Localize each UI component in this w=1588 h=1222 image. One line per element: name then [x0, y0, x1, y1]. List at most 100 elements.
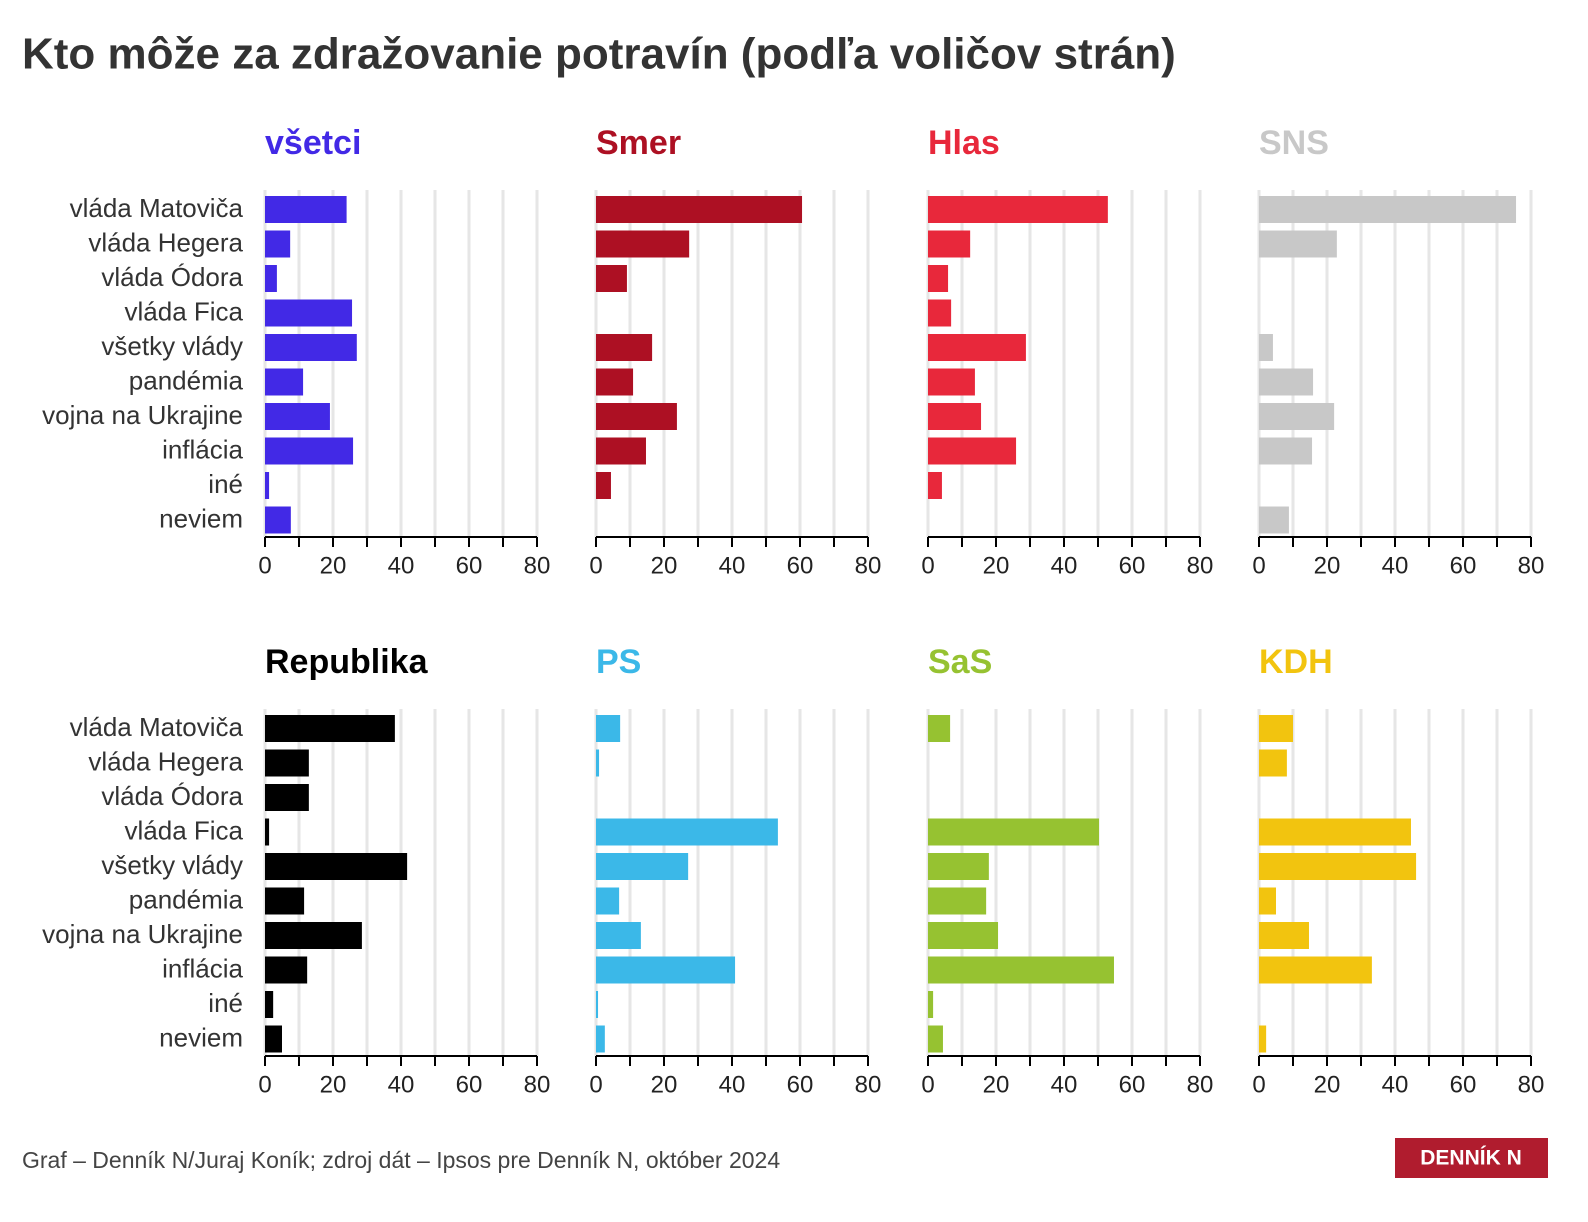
- category-label: vláda Hegera: [88, 746, 243, 776]
- category-label: vláda Hegera: [88, 227, 243, 257]
- logo: DENNÍK N: [1420, 1147, 1522, 1170]
- category-label: inflácia: [162, 434, 243, 464]
- page-title: Kto môže za zdražovanie potravín (podľa …: [22, 30, 1176, 79]
- bar: [265, 922, 362, 949]
- panel-title: KDH: [1259, 643, 1333, 681]
- bar: [1259, 922, 1309, 949]
- category-label: vláda Matoviča: [70, 712, 244, 742]
- bar: [1259, 749, 1287, 777]
- bar: [928, 403, 982, 430]
- category-label: všetky vlády: [101, 331, 243, 361]
- x-tick-label: 40: [1382, 552, 1409, 579]
- bar: [596, 715, 621, 742]
- x-tick-label: 60: [1119, 1071, 1146, 1098]
- bar: [596, 922, 641, 949]
- bar: [265, 196, 347, 223]
- bar: [1259, 715, 1293, 742]
- x-tick-label: 0: [258, 552, 271, 579]
- x-tick-label: 40: [1051, 552, 1078, 579]
- x-tick-label: 0: [1252, 552, 1265, 579]
- bar: [265, 506, 291, 534]
- category-label: vláda Matoviča: [70, 193, 244, 223]
- x-tick-label: 80: [1187, 552, 1214, 579]
- bar: [265, 472, 270, 499]
- panel-title: SaS: [928, 643, 992, 681]
- x-tick-label: 60: [787, 552, 814, 579]
- x-tick-label: 0: [921, 552, 934, 579]
- category-label: všetky vlády: [101, 850, 243, 880]
- bar: [1259, 334, 1273, 361]
- bar: [1259, 818, 1411, 846]
- category-label: vojna na Ukrajine: [42, 400, 243, 430]
- bar: [265, 334, 357, 361]
- bar: [1259, 506, 1289, 534]
- x-tick-label: 40: [1051, 1071, 1078, 1098]
- category-label: iné: [208, 469, 243, 499]
- bar: [928, 299, 952, 327]
- source: Graf – Denník N/Juraj Koník; zdroj dát –…: [22, 1147, 780, 1173]
- panel-title: Hlas: [928, 124, 1000, 162]
- bar: [928, 853, 989, 880]
- panel-title: Republika: [265, 643, 429, 681]
- x-tick-label: 40: [388, 552, 415, 579]
- bar: [1259, 368, 1314, 396]
- x-tick-label: 0: [589, 552, 602, 579]
- bar: [1259, 230, 1337, 258]
- bar: [596, 196, 803, 223]
- bar: [1259, 196, 1517, 223]
- x-tick-label: 80: [1187, 1071, 1214, 1098]
- bar: [928, 715, 951, 742]
- panel-title: PS: [596, 643, 641, 681]
- bar: [596, 472, 611, 499]
- bar: [265, 749, 309, 777]
- bar: [265, 853, 408, 880]
- logo-box: [1395, 1138, 1548, 1178]
- bar: [928, 230, 971, 258]
- category-label: vláda Ódora: [101, 781, 243, 811]
- bar: [928, 956, 1114, 984]
- bar: [596, 956, 736, 984]
- category-label: vláda Ódora: [101, 262, 243, 292]
- bar: [596, 991, 599, 1018]
- bar: [265, 991, 274, 1018]
- bar: [596, 334, 653, 361]
- bar: [265, 265, 277, 292]
- bar: [265, 437, 354, 465]
- category-label: neviem: [159, 1022, 243, 1052]
- category-label: vláda Fica: [125, 815, 244, 845]
- x-tick-label: 40: [388, 1071, 415, 1098]
- x-tick-label: 40: [719, 1071, 746, 1098]
- x-tick-label: 60: [456, 552, 483, 579]
- bar: [928, 437, 1017, 465]
- x-tick-label: 60: [787, 1071, 814, 1098]
- bar: [1259, 956, 1372, 984]
- x-tick-label: 0: [921, 1071, 934, 1098]
- x-tick-label: 20: [651, 552, 678, 579]
- bar: [596, 437, 646, 465]
- bar: [265, 956, 308, 984]
- bar: [1259, 887, 1276, 915]
- x-tick-label: 20: [651, 1071, 678, 1098]
- bar: [928, 1025, 943, 1053]
- x-tick-label: 80: [855, 552, 882, 579]
- bar: [928, 472, 942, 499]
- bar: [1259, 403, 1335, 430]
- x-tick-label: 20: [983, 552, 1010, 579]
- category-label: vláda Fica: [125, 296, 244, 326]
- category-label: pandémia: [129, 365, 244, 395]
- x-tick-label: 20: [1314, 552, 1341, 579]
- bar: [265, 299, 353, 327]
- bar: [265, 1025, 282, 1053]
- bar: [596, 368, 634, 396]
- x-tick-label: 60: [456, 1071, 483, 1098]
- bar: [1259, 1025, 1267, 1053]
- bar: [928, 818, 1100, 846]
- bar: [265, 230, 291, 258]
- x-tick-label: 20: [320, 1071, 347, 1098]
- x-tick-label: 60: [1450, 552, 1477, 579]
- bar: [928, 334, 1026, 361]
- x-tick-label: 80: [1518, 1071, 1545, 1098]
- x-tick-label: 0: [589, 1071, 602, 1098]
- bar: [265, 403, 330, 430]
